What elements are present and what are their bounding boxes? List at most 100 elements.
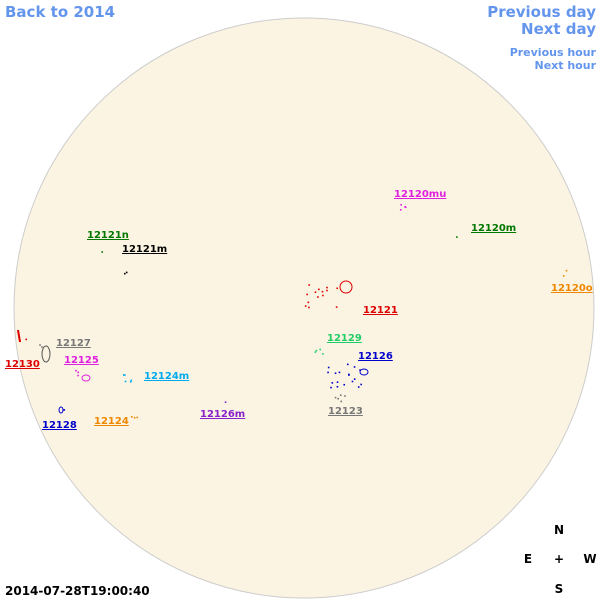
- sunspot: [224, 401, 227, 403]
- compass-east: E: [524, 552, 532, 566]
- sunspot: [322, 353, 324, 355]
- sunspot: [41, 346, 43, 348]
- sunspot: [340, 400, 343, 403]
- sunspot: [335, 306, 338, 308]
- region-label: 12128: [42, 420, 77, 431]
- region: 12126: [327, 351, 393, 389]
- sunspot: [124, 374, 126, 376]
- region: 12128: [42, 409, 77, 431]
- region-label: 12126: [358, 351, 393, 362]
- compass-north: N: [554, 523, 564, 537]
- sunspot: [336, 381, 339, 383]
- sunspot: [125, 271, 128, 274]
- sunspot: [399, 209, 402, 211]
- sunspot: [122, 374, 125, 376]
- compass-south: S: [555, 582, 564, 596]
- next-day-link[interactable]: Next day: [521, 20, 596, 38]
- sunspot: [77, 371, 80, 374]
- region-label: 12121n: [87, 230, 129, 241]
- sunspot: [77, 374, 79, 377]
- sunspot: [319, 348, 322, 351]
- sunspot: [334, 396, 337, 399]
- region-label: 12123: [328, 406, 363, 417]
- sunspot: [357, 386, 360, 388]
- sunspot: [133, 416, 136, 419]
- sunspot: [318, 288, 320, 291]
- compass-west: W: [583, 552, 596, 566]
- region: 12124m: [122, 371, 189, 383]
- sunspot: [308, 284, 310, 286]
- sunspot: [136, 416, 139, 419]
- next-hour-link[interactable]: Next hour: [535, 59, 597, 72]
- region: 12123: [328, 394, 363, 417]
- region-label: 12130: [5, 359, 40, 370]
- sunspot: [306, 293, 308, 296]
- region-label: 12121: [363, 305, 398, 316]
- sunspot: [322, 294, 324, 297]
- region: 12121n: [87, 230, 129, 253]
- sunspot: [129, 380, 132, 383]
- region-label: 12126m: [200, 409, 245, 420]
- region: 12120mu: [394, 189, 446, 211]
- sunspot: [327, 371, 329, 374]
- region: 12130: [5, 338, 40, 370]
- sunspot: [327, 366, 330, 369]
- sunspot: [337, 397, 339, 400]
- sunspot: [123, 272, 126, 275]
- sunspot: [562, 275, 565, 277]
- sunspot: [330, 386, 332, 389]
- sunspot: [315, 349, 318, 352]
- sunspot: [360, 383, 362, 386]
- sunspot: [317, 296, 319, 298]
- sunspot: [346, 363, 349, 366]
- sunspot: [353, 378, 356, 380]
- region-label: 12127: [56, 338, 91, 349]
- sunspot: [101, 251, 104, 253]
- sunspot: [314, 351, 317, 353]
- sunspot: [63, 409, 66, 411]
- sunspot: [326, 289, 328, 292]
- region: 12124: [94, 416, 139, 427]
- sunspot: [326, 286, 328, 289]
- sunspot: [565, 269, 568, 272]
- region: 12127: [39, 338, 91, 349]
- sunspot: [351, 380, 354, 383]
- sunspot: [338, 371, 341, 374]
- previous-day-link[interactable]: Previous day: [487, 3, 596, 21]
- compass-center: +: [554, 552, 564, 566]
- sunspot: [130, 379, 133, 382]
- region: 12129: [314, 333, 362, 355]
- region-label: 12129: [327, 333, 362, 344]
- sunspot: [359, 369, 361, 371]
- back-link[interactable]: Back to 2014: [5, 3, 115, 21]
- sunspot: [404, 206, 406, 208]
- sunspot-contours: [17, 280, 369, 414]
- region: 12121m: [122, 244, 167, 275]
- sunspot: [400, 203, 402, 206]
- sunspot: [307, 301, 310, 304]
- sunspot: [336, 385, 339, 388]
- sunspot: [124, 380, 127, 383]
- sunspot: [353, 366, 356, 368]
- sunspot: [331, 382, 334, 384]
- region: 12121: [304, 284, 398, 316]
- sunspot: [25, 338, 28, 341]
- sunspot: [334, 372, 337, 375]
- previous-hour-link[interactable]: Previous hour: [510, 46, 597, 59]
- sunspot: [39, 344, 41, 346]
- sunspot: [130, 416, 133, 418]
- region-label: 12125: [64, 355, 99, 366]
- region: 12120m: [456, 223, 516, 238]
- region-label: 12120mu: [394, 189, 446, 200]
- sunspot: [19, 339, 21, 342]
- region: 12126m: [200, 401, 245, 420]
- sunspot: [339, 394, 342, 397]
- sunspot: [344, 395, 346, 397]
- sunspot: [456, 236, 458, 238]
- sunspot: [314, 291, 317, 294]
- region-label: 12120m: [471, 223, 516, 234]
- sunspot: [336, 287, 339, 290]
- region-label: 12124: [94, 416, 129, 427]
- sunspot: [308, 306, 310, 309]
